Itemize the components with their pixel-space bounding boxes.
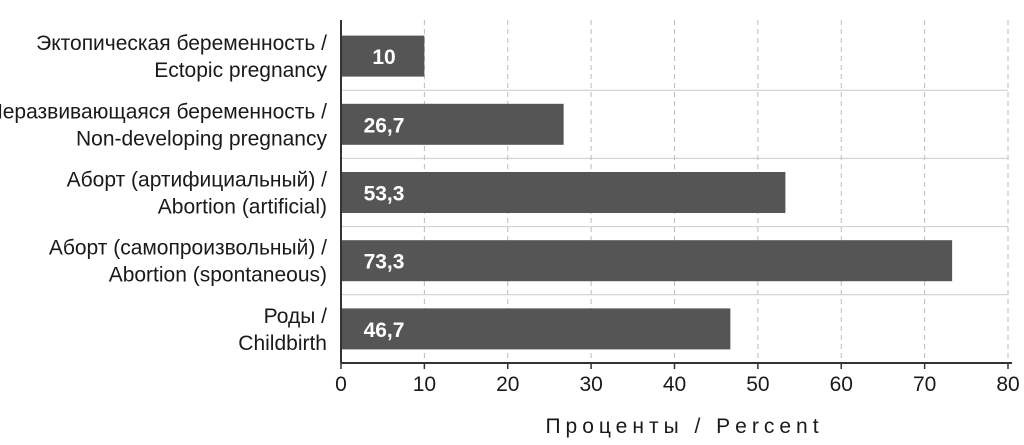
tick-label: 80 xyxy=(996,373,1019,396)
category-label: Аборт (самопроизвольный) / Abortion (spon… xyxy=(49,237,327,287)
category-label-line: Роды / xyxy=(264,305,327,328)
data-label: 73,3 xyxy=(364,251,405,274)
category-labels: Эктопическая беременность / Ectopic pregn… xyxy=(0,32,327,355)
category-label: Роды / Childbirth xyxy=(238,305,327,355)
tick-label: 40 xyxy=(663,373,686,396)
data-label: 26,7 xyxy=(364,114,405,137)
category-label-line: Эктопическая беременность / xyxy=(36,32,327,55)
tick-label: 30 xyxy=(579,373,602,396)
category-label: Аборт (артифициальный) / Abortion (artifi… xyxy=(67,169,328,219)
bar xyxy=(341,103,564,145)
data-label: 10 xyxy=(372,46,395,69)
category-label-line: Ectopic pregnancy xyxy=(154,59,327,82)
category-label: Эктопическая беременность / Ectopic pregn… xyxy=(36,32,327,82)
axes xyxy=(340,20,1012,364)
bar xyxy=(341,240,953,282)
category-label-line: Неразвивающаяся беременность / xyxy=(0,100,327,123)
tick-label: 20 xyxy=(496,373,519,396)
category-label: Неразвивающаяся беременность / Non-develo… xyxy=(0,100,327,150)
bar xyxy=(341,172,786,213)
bar xyxy=(341,308,731,350)
bars: 10 26,7 53,3 73,3 46,7 xyxy=(341,35,953,350)
tick-label: 0 xyxy=(335,373,347,396)
x-axis-title: Проценты / Percent xyxy=(545,415,823,438)
tick-label: 70 xyxy=(913,373,936,396)
tick-label: 10 xyxy=(413,373,436,396)
category-label-line: Non-developing pregnancy xyxy=(76,127,328,150)
category-label-line: Аборт (артифициальный) / xyxy=(67,169,328,192)
data-label: 46,7 xyxy=(364,319,405,342)
tick-label: 50 xyxy=(746,373,769,396)
tick-label: 60 xyxy=(830,373,853,396)
category-label-line: Childbirth xyxy=(238,332,327,355)
row-separators xyxy=(341,89,1008,296)
data-label: 53,3 xyxy=(364,183,405,206)
x-ticks: 0 10 20 30 40 50 60 70 80 xyxy=(335,363,1020,396)
category-label-line: Аборт (самопроизвольный) / xyxy=(49,237,327,260)
category-label-line: Abortion (artificial) xyxy=(158,196,327,219)
category-label-line: Abortion (spontaneous) xyxy=(109,264,327,287)
bar xyxy=(341,35,425,77)
